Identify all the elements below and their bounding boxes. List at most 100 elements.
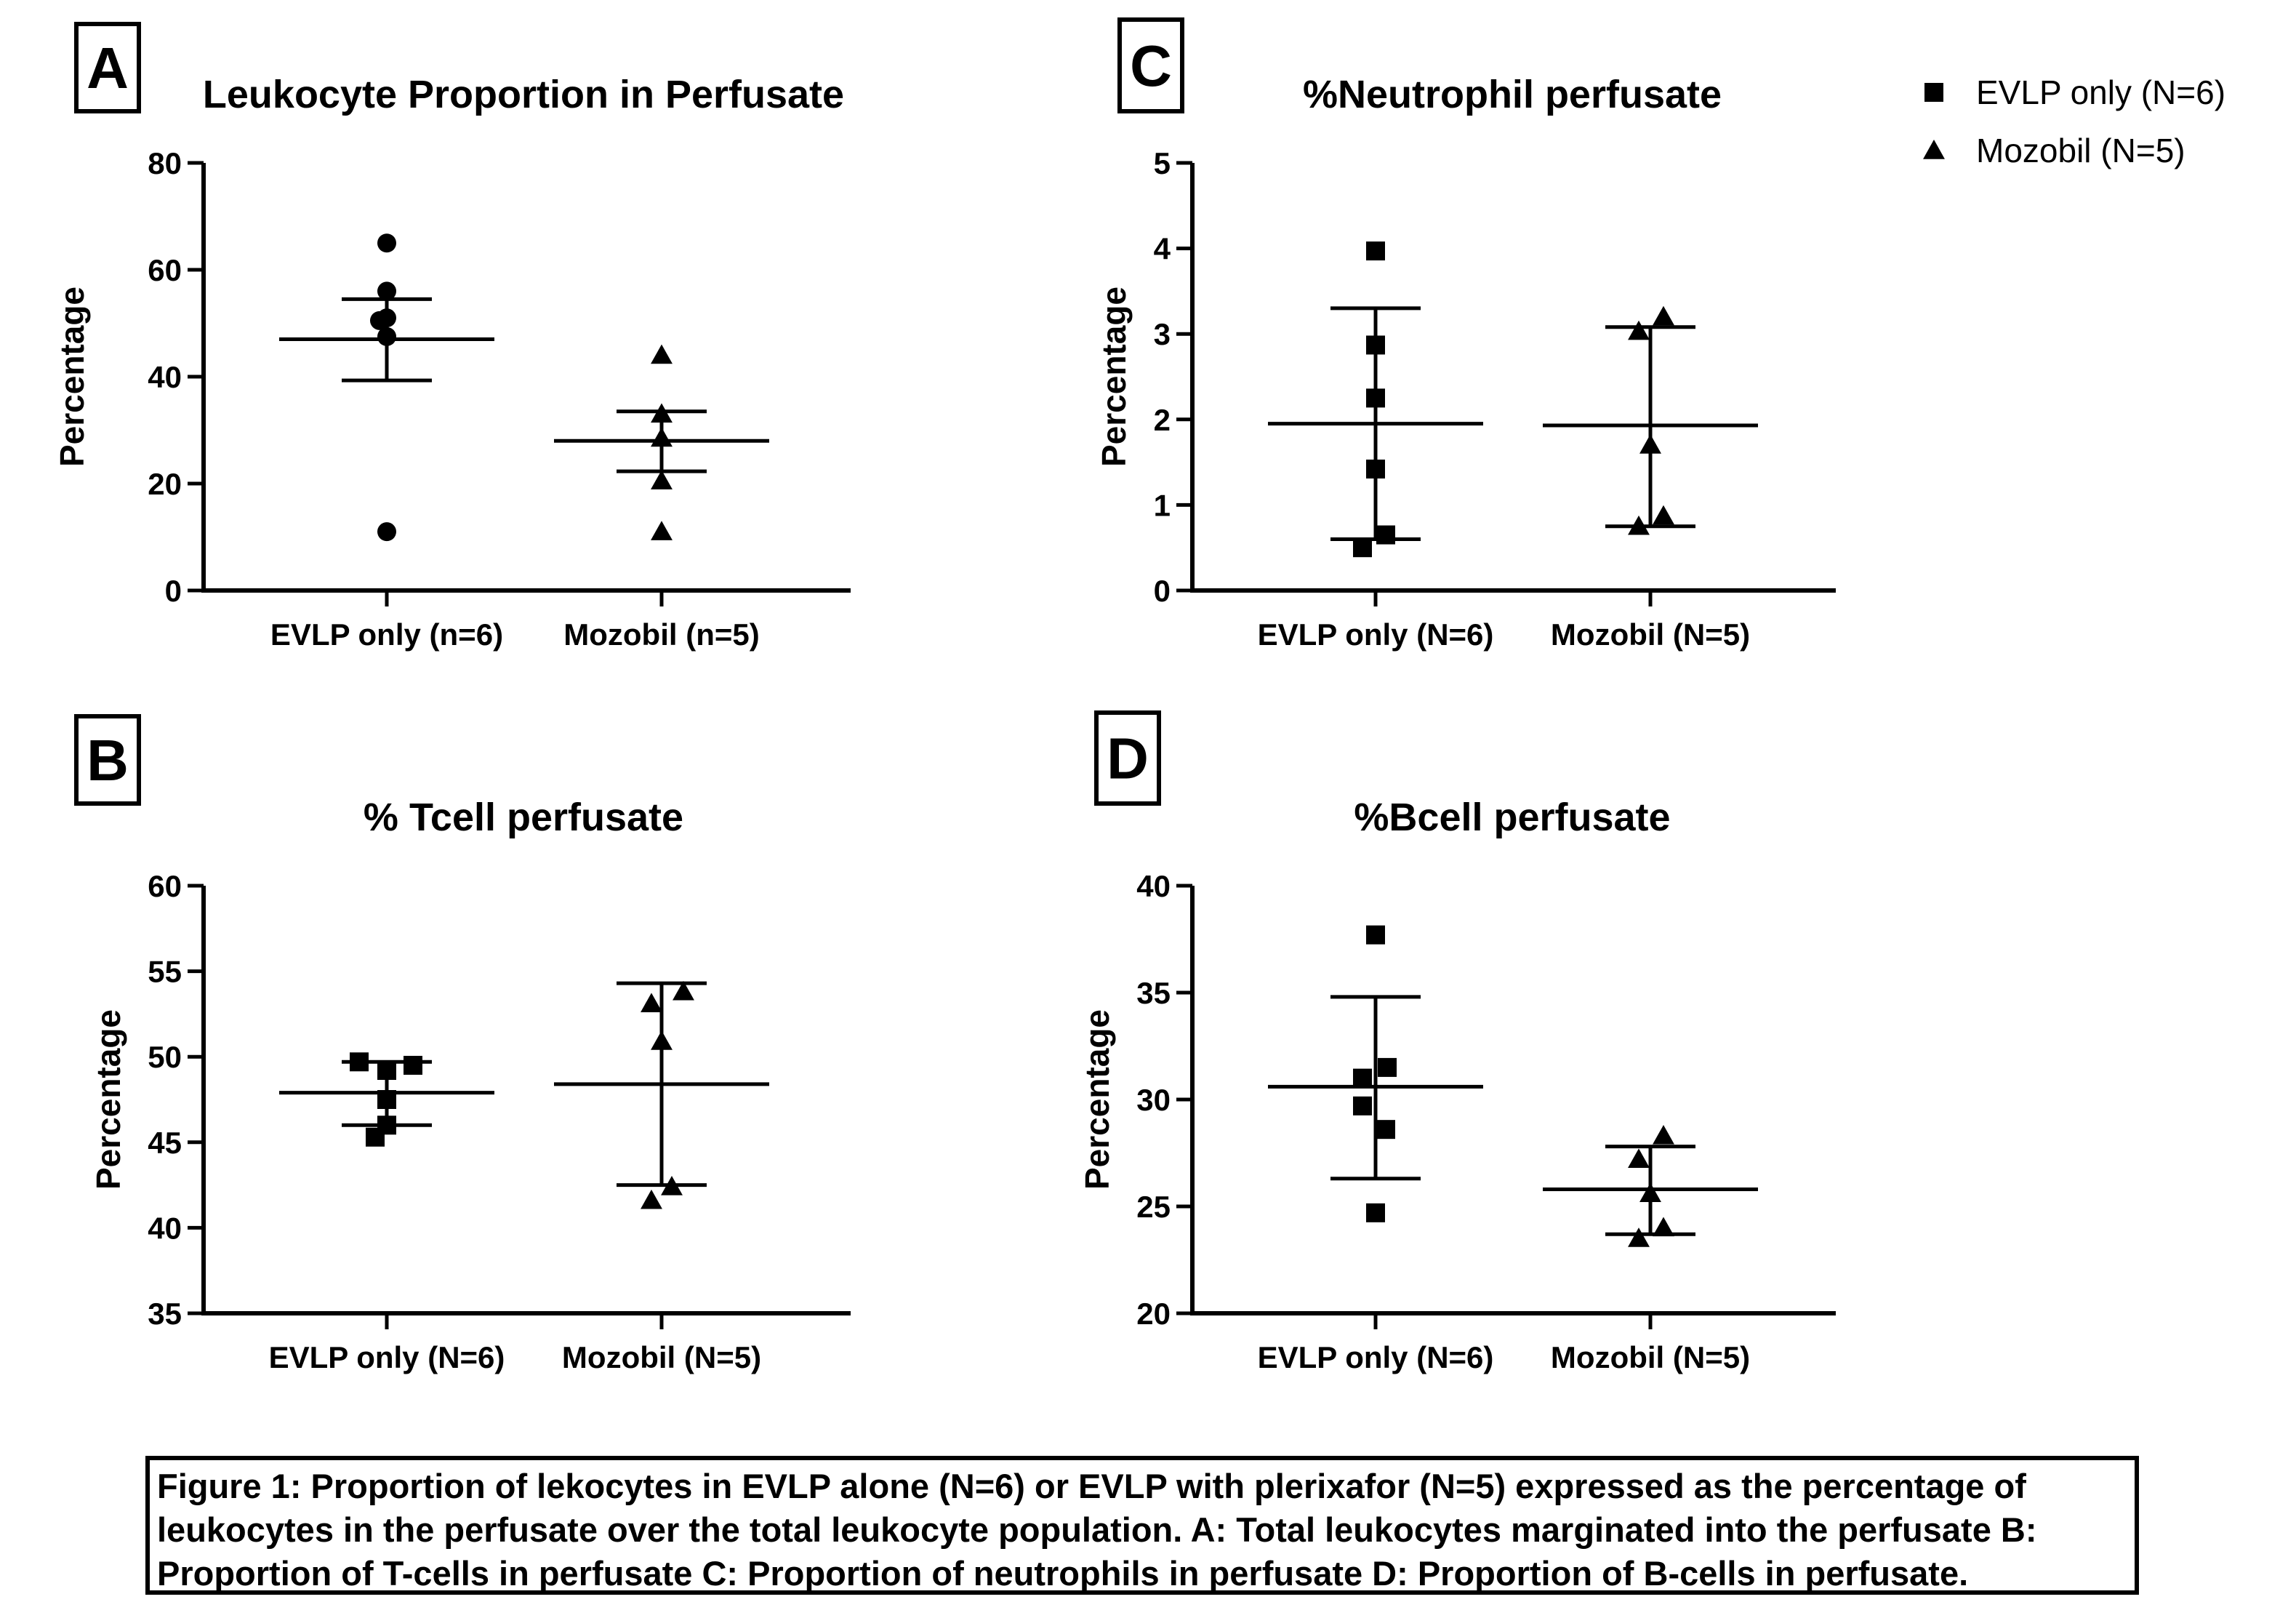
panel-label: B	[87, 728, 129, 793]
series-1	[1268, 925, 1483, 1222]
series-2	[554, 980, 769, 1209]
data-point	[1376, 1120, 1395, 1140]
data-point	[651, 403, 673, 423]
legend-label: EVLP only (N=6)	[1976, 73, 2225, 111]
data-point	[1653, 305, 1674, 326]
x-tick-label: EVLP only (N=6)	[1258, 1340, 1494, 1374]
data-point	[350, 1052, 369, 1072]
y-tick-label: 35	[148, 1297, 182, 1331]
data-point	[1353, 1096, 1372, 1116]
x-tick-label: Mozobil (N=5)	[1551, 617, 1750, 652]
y-tick-label: 50	[148, 1040, 182, 1074]
series-2	[554, 344, 769, 540]
data-point	[641, 993, 662, 1012]
chart-panel-a: A Leukocyte Proportion in Perfusate 0 20 40 6…	[53, 22, 851, 652]
data-point	[1639, 1182, 1661, 1203]
chart-panel-d: D %Bcell perfusate 20 25 30 35 40 Percentage EVL…	[1078, 710, 1836, 1374]
x-tick-label: Mozobil (N=5)	[562, 1340, 761, 1374]
y-tick-label: 1	[1154, 488, 1171, 522]
data-point	[1628, 1148, 1650, 1169]
y-tick-label: 60	[148, 253, 182, 287]
y-tick-label: 80	[148, 146, 182, 180]
y-tick-label: 0	[1154, 574, 1171, 608]
y-tick-label: 40	[148, 1211, 182, 1245]
data-point	[641, 1189, 662, 1209]
data-point	[1366, 388, 1385, 408]
chart-panel-c: C %Neutrophil perfusate 0 1 2 3 4 5 Percentage EV…	[1095, 17, 1836, 652]
data-point	[377, 281, 396, 301]
series-2	[1543, 1125, 1758, 1247]
y-tick-label: 60	[148, 869, 182, 903]
data-point	[377, 1090, 396, 1109]
data-point	[1353, 538, 1372, 558]
data-point	[1378, 1057, 1397, 1077]
panel-label-box	[1117, 17, 1184, 113]
series-2	[1543, 305, 1758, 535]
panel-label: D	[1107, 726, 1149, 791]
chart-panel-b: B % Tcell perfusate 35 40 45 50 55 60 Percentage…	[74, 714, 851, 1374]
data-point	[1628, 515, 1650, 535]
y-tick-label: 2	[1154, 403, 1171, 437]
legend-label: Mozobil (N=5)	[1976, 132, 2185, 169]
chart-title: Leukocyte Proportion in Perfusate	[203, 73, 844, 116]
data-point	[1366, 460, 1385, 479]
legend: EVLP only (N=6) Mozobil (N=5)	[1923, 73, 2225, 169]
y-tick-label: 3	[1154, 317, 1171, 351]
panel-label: A	[87, 36, 129, 100]
y-tick-label: 30	[1136, 1083, 1171, 1117]
data-point	[1366, 925, 1385, 945]
data-point	[366, 1127, 385, 1147]
y-axis-label: Percentage	[1078, 1009, 1116, 1190]
data-point	[1653, 1125, 1674, 1145]
legend-marker-square	[1924, 83, 1943, 102]
data-point	[1366, 1203, 1385, 1222]
data-point	[651, 344, 673, 364]
data-point	[404, 1055, 422, 1075]
data-point	[1639, 434, 1661, 454]
y-tick-label: 40	[1136, 869, 1171, 903]
panel-label-box	[1094, 710, 1161, 806]
y-tick-label: 25	[1136, 1190, 1171, 1224]
data-point	[377, 522, 396, 542]
y-tick-label: 40	[148, 360, 182, 394]
data-point	[651, 427, 673, 447]
chart-title: %Neutrophil perfusate	[1303, 73, 1722, 116]
x-tick-label: Mozobil (N=5)	[1551, 1340, 1750, 1374]
y-tick-label: 0	[165, 574, 182, 608]
data-point	[1376, 525, 1395, 545]
x-tick-label: EVLP only (N=6)	[1258, 617, 1494, 652]
legend-marker-triangle	[1923, 140, 1945, 159]
data-point	[651, 1030, 673, 1050]
data-point	[370, 311, 389, 330]
x-tick-label: EVLP only (N=6)	[269, 1340, 505, 1374]
data-point	[1653, 1217, 1674, 1237]
data-point	[673, 980, 694, 1001]
data-point	[1366, 241, 1385, 261]
y-tick-label: 45	[148, 1126, 182, 1160]
data-point	[1628, 1227, 1650, 1247]
data-point	[1653, 505, 1674, 525]
panel-label-box	[74, 22, 141, 113]
y-axis-label: Percentage	[1095, 287, 1133, 467]
chart-title: %Bcell perfusate	[1354, 796, 1670, 839]
panel-label-box	[74, 714, 141, 806]
series-1	[279, 1052, 494, 1147]
y-tick-label: 20	[1136, 1297, 1171, 1331]
data-point	[661, 1176, 683, 1196]
y-axis-label: Percentage	[53, 287, 91, 467]
y-axis-label: Percentage	[89, 1009, 127, 1190]
y-tick-label: 20	[148, 467, 182, 501]
panel-label: C	[1130, 33, 1172, 98]
series-1	[1268, 241, 1483, 558]
data-point	[377, 233, 396, 253]
data-point	[377, 327, 396, 346]
x-tick-label: Mozobil (n=5)	[563, 617, 759, 652]
data-point	[1366, 335, 1385, 355]
data-point	[377, 1061, 396, 1081]
figure-caption: Figure 1: Proportion of lekocytes in EVL…	[145, 1456, 2139, 1595]
data-point	[1628, 320, 1650, 340]
data-point	[651, 521, 673, 540]
series-1	[279, 233, 494, 542]
y-tick-label: 4	[1154, 232, 1171, 266]
